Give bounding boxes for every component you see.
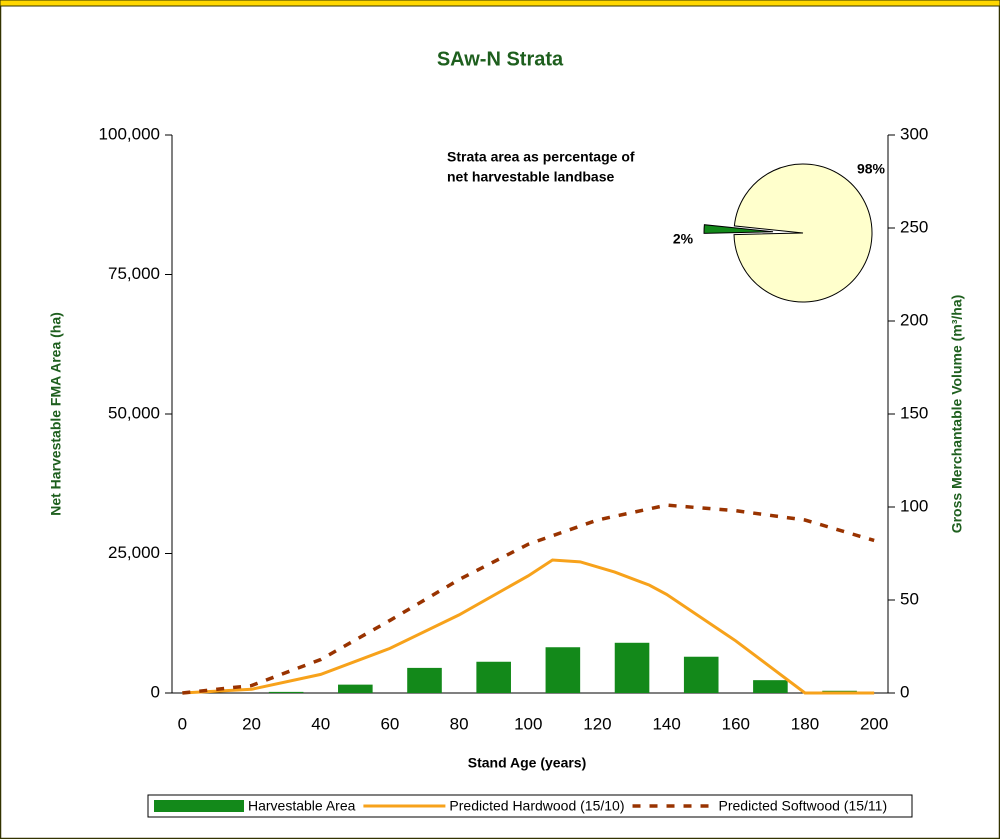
y-axis-title: Net Harvestable FMA Area (ha) bbox=[48, 312, 64, 516]
legend-label: Harvestable Area bbox=[248, 798, 356, 814]
y2-tick-label: 150 bbox=[900, 403, 928, 422]
pie-title: Strata area as percentage of bbox=[447, 149, 635, 165]
x-tick-label: 120 bbox=[583, 714, 611, 733]
x-tick-label: 40 bbox=[311, 714, 330, 733]
top-band bbox=[0, 0, 1000, 7]
y2-tick-label: 100 bbox=[900, 496, 928, 515]
line-series bbox=[182, 558, 875, 695]
y-tick-label: 75,000 bbox=[108, 264, 160, 283]
y2-tick-label: 250 bbox=[900, 217, 928, 236]
x-tick-label: 200 bbox=[860, 714, 888, 733]
pie-label: 2% bbox=[673, 231, 694, 247]
y2-tick-label: 0 bbox=[900, 682, 909, 701]
x-tick-label: 60 bbox=[380, 714, 399, 733]
line-series bbox=[182, 503, 875, 695]
x-tick-label: 100 bbox=[514, 714, 542, 733]
y-tick-label: 0 bbox=[151, 682, 160, 701]
legend-box bbox=[147, 794, 913, 818]
bar bbox=[545, 647, 581, 693]
pie-label: 98% bbox=[857, 161, 886, 177]
y-tick-label: 50,000 bbox=[108, 403, 160, 422]
bar bbox=[407, 667, 442, 693]
legend-label: Predicted Softwood (15/11) bbox=[719, 798, 888, 814]
x-tick-label: 160 bbox=[722, 714, 750, 733]
bar bbox=[476, 661, 511, 693]
x-axis-title: Stand Age (years) bbox=[468, 755, 587, 771]
y2-tick-label: 50 bbox=[900, 589, 919, 608]
chart-title: SAw-N Strata bbox=[437, 48, 564, 70]
legend-swatch bbox=[154, 800, 244, 812]
x-tick-label: 180 bbox=[791, 714, 819, 733]
pie-slice bbox=[703, 224, 774, 234]
y2-tick-label: 300 bbox=[900, 124, 928, 143]
pie-slice bbox=[733, 163, 873, 303]
bar bbox=[753, 680, 788, 693]
x-tick-label: 0 bbox=[178, 714, 187, 733]
x-tick-label: 80 bbox=[450, 714, 469, 733]
x-tick-label: 140 bbox=[652, 714, 680, 733]
bar bbox=[268, 691, 304, 693]
y2-tick-label: 200 bbox=[900, 310, 928, 329]
bar bbox=[614, 642, 650, 693]
x-tick-label: 20 bbox=[242, 714, 261, 733]
y-tick-label: 100,000 bbox=[99, 124, 160, 143]
legend-label: Predicted Hardwood (15/10) bbox=[449, 798, 624, 814]
y-tick-label: 25,000 bbox=[108, 543, 160, 562]
bar bbox=[683, 656, 719, 693]
y2-axis-title: Gross Merchantable Volume (m³/ha) bbox=[949, 295, 965, 534]
bar bbox=[338, 684, 373, 693]
pie-title: net harvestable landbase bbox=[447, 169, 615, 185]
